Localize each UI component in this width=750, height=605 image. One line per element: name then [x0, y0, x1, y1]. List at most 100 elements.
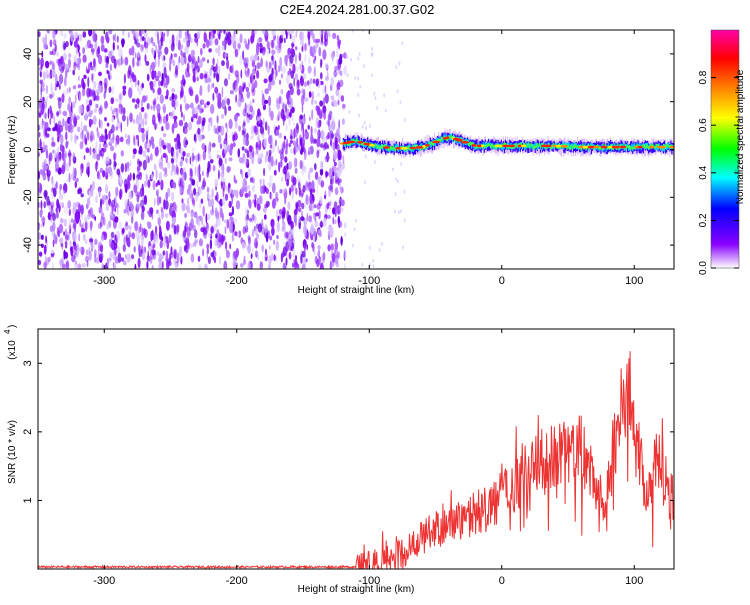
- noise-speckle: [74, 133, 77, 145]
- noise-speckle: [147, 221, 152, 230]
- noise-speckle: [107, 166, 112, 175]
- noise-speckle: [285, 257, 288, 266]
- noise-speckle: [137, 51, 140, 59]
- noise-speckle: [221, 212, 224, 222]
- ridge-cell: [603, 147, 605, 150]
- noise-speckle: [294, 126, 298, 138]
- ridge-cell: [622, 142, 624, 149]
- noise-speckle: [103, 91, 106, 100]
- noise-speckle: [155, 182, 158, 187]
- noise-speckle: [64, 240, 68, 247]
- noise-speckle: [191, 152, 195, 163]
- noise-speckle: [154, 50, 157, 56]
- noise-speckle: [304, 97, 309, 102]
- noise-speckle: [216, 229, 220, 237]
- noise-speckle: [171, 92, 175, 100]
- ridge-cell: [416, 144, 419, 148]
- noise-speckle: [260, 185, 264, 195]
- noise-speckle: [200, 198, 204, 204]
- ridge-cell: [502, 145, 504, 150]
- noise-speckle: [301, 88, 304, 95]
- noise-speckle: [152, 116, 155, 121]
- noise-speckle: [122, 30, 125, 36]
- noise-speckle: [254, 227, 258, 236]
- noise-speckle: [42, 121, 46, 126]
- noise-speckle: [223, 143, 227, 150]
- ridge-cell: [568, 146, 570, 150]
- snr-frame: [37, 328, 675, 570]
- spectrogram-x-label: Height of straight line (km): [298, 285, 415, 296]
- noise-speckle: [99, 80, 103, 86]
- noise-speckle: [247, 209, 249, 214]
- noise-speckle: [312, 236, 315, 243]
- noise-speckle: [320, 180, 325, 188]
- noise-speckle: [281, 210, 286, 220]
- noise-speckle: [130, 209, 135, 218]
- noise-speckle: [181, 202, 186, 212]
- noise-speckle: [49, 39, 53, 48]
- noise-speckle: [281, 227, 286, 232]
- noise-speckle: [90, 186, 94, 197]
- noise-speckle: [403, 189, 406, 194]
- noise-speckle: [163, 199, 166, 210]
- noise-speckle: [229, 166, 231, 172]
- noise-speckle: [288, 96, 292, 103]
- noise-speckle: [222, 181, 226, 192]
- noise-speckle: [45, 96, 49, 103]
- noise-speckle: [132, 148, 137, 155]
- noise-speckle: [187, 238, 190, 248]
- noise-speckle: [163, 107, 166, 113]
- noise-speckle: [98, 71, 102, 77]
- noise-speckle: [136, 60, 139, 67]
- noise-speckle: [303, 81, 308, 88]
- noise-speckle: [50, 216, 53, 223]
- noise-speckle: [60, 134, 64, 145]
- noise-speckle: [397, 179, 399, 184]
- noise-speckle: [99, 221, 102, 228]
- ridge-cell: [569, 146, 571, 151]
- noise-speckle: [166, 75, 170, 86]
- noise-speckle: [282, 66, 286, 74]
- noise-speckle: [73, 113, 76, 122]
- noise-speckle: [141, 30, 143, 35]
- ridge-cell: [598, 146, 600, 150]
- noise-speckle: [283, 140, 286, 149]
- noise-speckle: [51, 204, 53, 210]
- noise-speckle: [181, 198, 184, 204]
- ridge-cell: [409, 144, 411, 150]
- noise-speckle: [290, 47, 294, 55]
- noise-speckle: [152, 88, 155, 94]
- ridge-cell: [607, 142, 609, 149]
- ridge-cell: [414, 144, 416, 148]
- noise-speckle: [59, 202, 63, 207]
- noise-speckle: [403, 218, 406, 223]
- noise-speckle: [233, 251, 238, 260]
- noise-speckle: [44, 60, 50, 69]
- noise-speckle: [147, 179, 151, 188]
- noise-speckle: [44, 127, 48, 136]
- noise-speckle: [185, 240, 188, 250]
- ridge-cell: [552, 142, 554, 146]
- noise-speckle: [332, 150, 338, 161]
- noise-speckle: [326, 202, 330, 210]
- noise-speckle: [152, 243, 156, 249]
- noise-speckle: [235, 200, 241, 210]
- noise-speckle: [115, 186, 119, 197]
- noise-speckle: [307, 124, 310, 130]
- noise-speckle: [177, 140, 181, 150]
- ridge-cell: [378, 144, 380, 149]
- noise-speckle: [162, 236, 166, 247]
- ridge-cell: [413, 143, 415, 150]
- noise-speckle: [336, 205, 341, 215]
- noise-speckle: [288, 251, 292, 260]
- noise-speckle: [92, 148, 97, 160]
- ridge-cell: [490, 145, 492, 149]
- noise-speckle: [339, 220, 343, 228]
- noise-speckle: [41, 169, 46, 177]
- noise-speckle: [200, 47, 203, 56]
- y-tick-label: -40: [22, 237, 34, 253]
- noise-speckle: [270, 110, 274, 121]
- noise-speckle: [218, 233, 222, 241]
- noise-speckle: [300, 216, 305, 222]
- noise-speckle: [199, 202, 202, 209]
